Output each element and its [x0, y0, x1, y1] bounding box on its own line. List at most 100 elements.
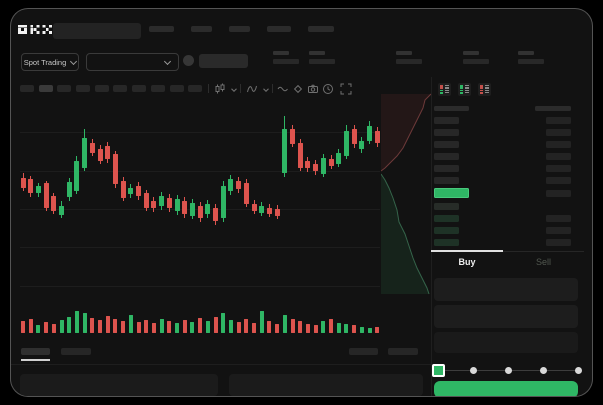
candle-body — [74, 161, 80, 191]
candle-body — [305, 161, 311, 168]
bid-row[interactable] — [434, 224, 571, 236]
timeframe-button[interactable] — [132, 85, 147, 92]
orderbook-view-toggles — [438, 83, 491, 96]
wave-icon[interactable] — [277, 83, 289, 95]
stat-label-placeholder — [396, 51, 412, 55]
order-price-input[interactable] — [434, 278, 578, 301]
chart-option-placeholder[interactable] — [388, 348, 418, 355]
toggle-line — [464, 92, 469, 94]
chart-option-placeholder[interactable] — [349, 348, 378, 355]
chart-tab-active[interactable] — [21, 348, 50, 355]
candle-body — [43, 183, 49, 208]
ask-row[interactable] — [434, 162, 571, 174]
slider-stop[interactable] — [574, 367, 582, 374]
clock-icon[interactable] — [322, 83, 334, 95]
bid-size-placeholder — [546, 226, 571, 234]
volume-bar — [21, 321, 25, 333]
volume-bar — [128, 315, 133, 333]
timeframe-button[interactable] — [94, 85, 109, 92]
timeframe-button[interactable] — [38, 85, 53, 92]
timeframe-buttons — [20, 85, 203, 92]
nav-item[interactable] — [308, 26, 334, 32]
candle-body — [159, 196, 165, 206]
nav-item[interactable] — [191, 26, 212, 32]
buy-button[interactable] — [434, 381, 578, 396]
candle-body — [105, 146, 111, 159]
ask-row[interactable] — [434, 126, 571, 138]
nav-item[interactable] — [149, 26, 174, 32]
ask-size-placeholder — [546, 128, 571, 136]
bid-row[interactable] — [434, 200, 571, 212]
toolbar-divider — [240, 84, 241, 93]
volume-bar — [51, 324, 56, 333]
divider — [11, 364, 431, 365]
volume-bar — [228, 320, 233, 333]
order-amount-input[interactable] — [434, 305, 578, 328]
tab-buy[interactable]: Buy — [431, 255, 503, 269]
timeframe-button[interactable] — [20, 85, 34, 92]
volume-bar — [275, 324, 280, 333]
pair-dropdown[interactable] — [86, 53, 179, 71]
order-total-input[interactable] — [434, 332, 578, 353]
candle-body — [59, 206, 64, 215]
volume-bar — [290, 319, 295, 333]
timeframe-button[interactable] — [113, 85, 128, 92]
volume-bar — [244, 319, 249, 333]
candle-body — [66, 182, 72, 197]
combined-book-icon[interactable] — [438, 83, 451, 96]
tab-sell[interactable]: Sell — [503, 255, 584, 269]
top-nav — [149, 26, 334, 32]
candlestick-chart[interactable] — [20, 97, 380, 295]
toggle-block — [480, 92, 483, 94]
toggle-line — [464, 89, 469, 91]
toggle-line — [484, 92, 489, 94]
indicators-icon[interactable] — [246, 83, 258, 95]
stat-label-placeholder — [273, 51, 289, 55]
camera-icon[interactable] — [307, 83, 319, 95]
timeframe-button[interactable] — [188, 85, 203, 92]
nav-item[interactable] — [267, 26, 291, 32]
toolbar-divider — [272, 84, 273, 93]
expand-icon[interactable] — [340, 83, 352, 95]
okx-logo[interactable] — [18, 24, 52, 35]
bids-only-icon[interactable] — [458, 83, 471, 96]
ask-price-placeholder — [434, 140, 459, 148]
candle-body — [259, 206, 265, 213]
candle-body — [82, 138, 88, 168]
ask-row[interactable] — [434, 138, 571, 150]
stat-label-placeholder — [518, 51, 534, 55]
timeframe-button[interactable] — [169, 85, 184, 92]
market-type-dropdown[interactable]: Spot Trading — [21, 53, 79, 71]
bid-row[interactable] — [434, 212, 571, 224]
chart-tab[interactable] — [61, 348, 91, 355]
ask-row[interactable] — [434, 114, 571, 126]
candle-type-icon[interactable] — [214, 83, 226, 95]
toggle-line — [444, 85, 449, 87]
stat-group — [463, 51, 489, 64]
chevron-down-icon — [163, 57, 172, 65]
stat-value-placeholder — [396, 59, 422, 64]
slider-handle[interactable] — [431, 364, 445, 377]
timeframe-button[interactable] — [150, 85, 165, 92]
ask-row[interactable] — [434, 150, 571, 162]
candle-body — [28, 179, 34, 193]
ask-price-placeholder — [434, 176, 459, 184]
slider-stop[interactable] — [504, 367, 512, 374]
slider-stop[interactable] — [539, 367, 547, 374]
chevron-down-icon[interactable] — [229, 85, 239, 95]
asks-only-icon[interactable] — [478, 83, 491, 96]
timeframe-button[interactable] — [76, 85, 91, 92]
last-price-row[interactable] — [434, 186, 571, 200]
search-input[interactable] — [53, 23, 141, 39]
volume-bar — [74, 311, 79, 333]
toggle-block — [440, 89, 443, 92]
timeframe-button[interactable] — [57, 85, 72, 92]
slider-stop[interactable] — [469, 367, 477, 374]
ask-row[interactable] — [434, 174, 571, 186]
nav-item[interactable] — [229, 26, 250, 32]
eraser-icon[interactable] — [292, 83, 304, 95]
candle-body — [182, 201, 188, 214]
bid-row[interactable] — [434, 236, 571, 248]
chevron-down-icon[interactable] — [261, 85, 271, 95]
